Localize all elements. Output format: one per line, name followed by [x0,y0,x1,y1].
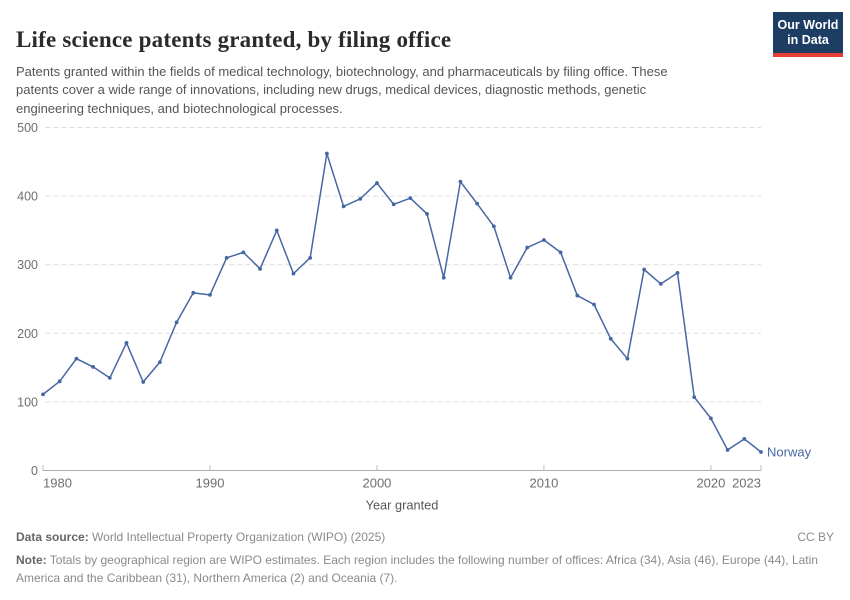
data-point-norway-1982 [74,356,79,361]
data-point-norway-2011 [558,250,563,255]
data-point-norway-1996 [308,255,313,260]
data-point-norway-2007 [491,224,496,229]
data-point-norway-1992 [241,250,246,255]
y-axis-label-400: 400 [17,190,38,204]
data-point-norway-1987 [157,360,162,365]
note-label: Note: [16,553,47,568]
data-point-norway-2018 [675,271,680,275]
data-point-norway-1994 [274,228,279,233]
data-point-norway-1981 [57,379,62,384]
data-point-norway-2005 [458,179,463,184]
data-point-norway-1997 [324,151,329,156]
owid-logo-line2: in Data [787,33,829,47]
y-axis-label-200: 200 [17,327,38,341]
data-point-norway-2004 [441,275,446,280]
data-point-norway-2008 [508,275,513,280]
data-point-norway-1998 [341,204,346,209]
data-source-value: World Intellectual Property Organization… [88,530,386,544]
data-point-norway-1999 [358,196,363,201]
chart-footer: Data source: World Intellectual Property… [16,529,834,587]
chart-title: Life science patents granted, by filing … [16,27,452,53]
data-point-norway-2015 [625,356,630,361]
data-point-norway-2003 [425,212,429,216]
data-source-label: Data source: [16,530,89,544]
x-axis-label-1980: 1980 [43,476,72,491]
data-point-norway-1983 [91,365,95,369]
data-source-text: Data source: World Intellectual Property… [16,529,385,546]
data-point-norway-2006 [475,201,480,206]
data-point-norway-2020 [709,416,713,421]
data-point-norway-2017 [658,282,663,286]
data-point-norway-2021 [725,448,730,452]
data-point-norway-2019 [692,395,697,399]
x-axis-label-2023: 2023 [732,476,761,491]
data-point-norway-1991 [224,255,229,260]
data-point-norway-2012 [575,293,580,298]
data-point-norway-1988 [174,320,179,325]
data-point-norway-1984 [107,375,112,380]
chart-subtitle: Patents granted within the fields of med… [16,64,668,116]
data-point-norway-2023 [759,450,763,454]
data-point-norway-2016 [642,267,647,272]
x-axis-label-2000: 2000 [362,476,391,491]
data-point-norway-1986 [141,380,146,384]
series-label-norway: Norway [767,444,812,459]
owid-logo-line1: Our World [777,18,839,32]
data-point-norway-2022 [742,437,747,441]
y-axis-label-500: 500 [17,121,38,135]
data-point-norway-1995 [291,271,296,276]
data-point-norway-2002 [408,196,413,201]
x-axis-label-1990: 1990 [196,476,225,491]
data-point-norway-1989 [191,290,196,295]
data-point-norway-2014 [608,336,613,341]
note-value: Totals by geographical region are WIPO e… [16,553,818,585]
data-point-norway-2010 [542,238,546,242]
x-axis-label-2010: 2010 [529,476,558,491]
x-axis-title: Year granted [366,498,439,513]
note-text: Note: Totals by geographical region are … [16,552,834,587]
data-point-norway-1985 [124,341,129,345]
series-line-norway [42,152,762,453]
data-point-norway-1980 [41,392,45,397]
data-point-norway-1990 [208,292,212,297]
license-link[interactable]: CC BY [797,530,834,544]
y-axis-label-0: 0 [31,464,38,478]
data-point-norway-2000 [375,181,379,185]
data-point-norway-2001 [391,202,396,207]
x-axis-label-2020: 2020 [696,476,725,491]
y-axis-label-300: 300 [17,258,38,272]
data-point-norway-2013 [592,302,596,307]
owid-logo[interactable]: Our World in Data [773,12,843,57]
y-axis-label-100: 100 [17,395,38,409]
data-point-norway-2009 [525,245,530,250]
data-point-norway-1993 [258,266,262,271]
